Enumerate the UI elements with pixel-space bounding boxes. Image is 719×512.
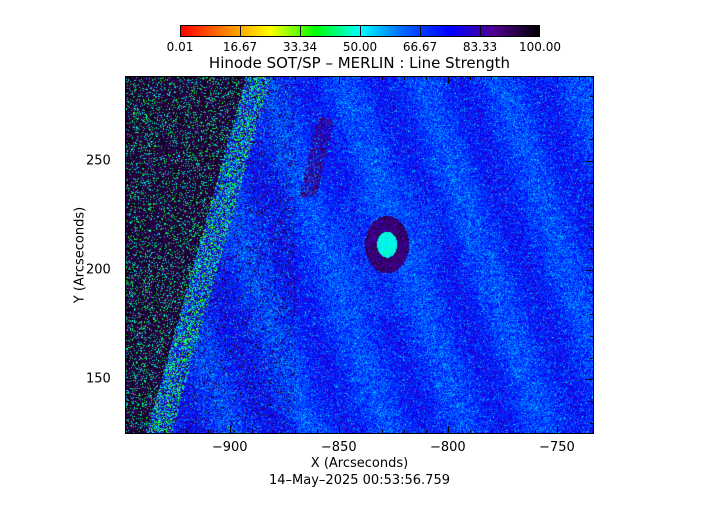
colorbar-tick-label: 33.34 [282, 40, 318, 54]
x-tick-top [426, 76, 427, 80]
x-tick-top [252, 76, 253, 80]
x-tick-label: −900 [211, 440, 248, 455]
x-tick-top [230, 76, 231, 84]
x-tick-label: −750 [539, 440, 575, 455]
x-tick [557, 426, 558, 434]
x-tick-top [448, 76, 449, 84]
y-tick [125, 139, 129, 140]
colorbar-tick [300, 25, 301, 37]
x-tick [513, 430, 514, 434]
x-tick [470, 430, 471, 434]
x-tick [230, 426, 231, 434]
y-tick-right [590, 205, 594, 206]
x-tick [382, 430, 383, 434]
x-tick-top [579, 76, 580, 80]
x-tick [164, 430, 165, 434]
x-tick [361, 430, 362, 434]
colorbar-tick [360, 25, 361, 37]
timestamp: 14–May–2025 00:53:56.759 [269, 473, 450, 488]
x-tick-label: −850 [320, 440, 357, 455]
y-tick-right [590, 183, 594, 184]
y-tick-label: 250 [86, 153, 111, 169]
x-tick-top [361, 76, 362, 80]
y-tick-label: 200 [86, 262, 111, 278]
x-tick-top [273, 76, 274, 80]
y-tick [125, 227, 129, 228]
y-tick [125, 96, 129, 97]
y-tick [125, 336, 129, 337]
line-strength-heatmap [126, 77, 593, 433]
y-tick-right [586, 270, 594, 271]
x-axis-label: X (Arcseconds) [310, 456, 409, 471]
x-tick-top [339, 76, 340, 84]
y-tick-right [590, 117, 594, 118]
x-tick [142, 430, 143, 434]
x-tick [579, 430, 580, 434]
y-tick [125, 270, 133, 271]
chart-title: Hinode SOT/SP – MERLIN : Line Strength [208, 54, 511, 72]
x-tick-top [186, 76, 187, 80]
colorbar-tick-label: 66.67 [402, 40, 438, 54]
x-tick-top [208, 76, 209, 80]
x-tick [491, 430, 492, 434]
colorbar-tick [420, 25, 421, 37]
plot-area [125, 76, 594, 434]
x-tick [317, 430, 318, 434]
y-tick-right [590, 292, 594, 293]
y-tick [125, 183, 129, 184]
y-tick [125, 117, 129, 118]
y-tick [125, 314, 129, 315]
y-tick [125, 423, 129, 424]
y-tick-right [590, 314, 594, 315]
y-tick-right [590, 227, 594, 228]
y-tick [125, 292, 129, 293]
y-tick-right [590, 423, 594, 424]
y-tick [125, 379, 133, 380]
y-tick-right [590, 336, 594, 337]
x-tick-top [295, 76, 296, 80]
y-tick-right [586, 379, 594, 380]
colorbar-tick-label: 0.01 [166, 40, 194, 54]
x-tick-label: −800 [429, 440, 466, 455]
colorbar-tick-label: 83.33 [462, 40, 498, 54]
y-tick-right [590, 96, 594, 97]
colorbar-tick-label: 50.00 [342, 40, 378, 54]
x-tick-top [317, 76, 318, 80]
y-tick [125, 205, 129, 206]
x-tick-top [491, 76, 492, 80]
x-tick-top [557, 76, 558, 84]
y-axis-label: Y (Arcseconds) [72, 206, 88, 304]
x-tick [295, 430, 296, 434]
x-tick [448, 426, 449, 434]
x-tick-top [164, 76, 165, 80]
y-tick [125, 401, 129, 402]
x-tick [273, 430, 274, 434]
x-tick-top [142, 76, 143, 80]
colorbar-tick [480, 25, 481, 37]
x-tick [339, 426, 340, 434]
y-tick-right [586, 161, 594, 162]
x-tick-top [470, 76, 471, 80]
y-tick-right [590, 248, 594, 249]
x-tick-top [513, 76, 514, 80]
colorbar-tick-label: 100.00 [519, 40, 561, 54]
x-tick-top [382, 76, 383, 80]
x-tick [208, 430, 209, 434]
y-tick [125, 358, 129, 359]
x-tick [535, 430, 536, 434]
y-tick [125, 248, 129, 249]
x-tick [252, 430, 253, 434]
x-tick [426, 430, 427, 434]
y-tick-right [590, 401, 594, 402]
x-tick-top [404, 76, 405, 80]
x-tick [186, 430, 187, 434]
x-tick-top [535, 76, 536, 80]
y-tick-right [590, 358, 594, 359]
x-tick [404, 430, 405, 434]
colorbar-tick [240, 25, 241, 37]
y-tick-label: 150 [86, 371, 111, 387]
colorbar-tick-label: 16.67 [222, 40, 258, 54]
y-tick-right [590, 139, 594, 140]
y-tick [125, 161, 133, 162]
